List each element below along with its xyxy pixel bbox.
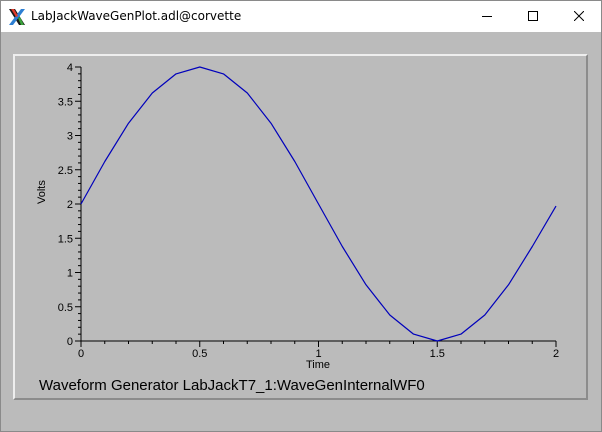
y-tick-label: 3.5 — [58, 96, 73, 108]
close-button[interactable] — [556, 1, 602, 32]
x-tick-label: 0.5 — [192, 348, 207, 360]
plot-panel — [13, 54, 588, 400]
y-tick-label: 1 — [67, 268, 73, 280]
plot-title: Waveform Generator LabJackT7_1:WaveGenIn… — [39, 377, 425, 394]
maximize-button[interactable] — [510, 1, 556, 32]
x-tick-label: 0 — [78, 348, 84, 360]
minimize-icon — [482, 16, 492, 17]
y-axis-label: Volts — [36, 180, 48, 204]
y-tick-label: 0 — [67, 336, 73, 348]
waveform-line — [80, 66, 557, 342]
window-title: LabJackWaveGenPlot.adl@corvette — [31, 9, 242, 23]
y-tick-label: 3 — [67, 131, 73, 143]
close-icon — [574, 11, 584, 21]
x-tick-label: 1 — [315, 348, 321, 360]
minimize-button[interactable] — [464, 1, 510, 32]
x-axis-label: Time — [306, 359, 331, 371]
y-tick-label: 1.5 — [58, 233, 73, 245]
y-tick-label: 2.5 — [58, 165, 73, 177]
x-tick-label: 2 — [553, 348, 559, 360]
x-tick-label: 1.5 — [430, 348, 445, 360]
maximize-icon — [528, 11, 538, 21]
x-window-icon — [9, 9, 25, 25]
y-tick-label: 0.5 — [58, 302, 73, 314]
y-tick-label: 4 — [67, 62, 73, 74]
y-tick-label: 2 — [67, 199, 73, 211]
title-bar[interactable]: LabJackWaveGenPlot.adl@corvette — [1, 1, 601, 32]
